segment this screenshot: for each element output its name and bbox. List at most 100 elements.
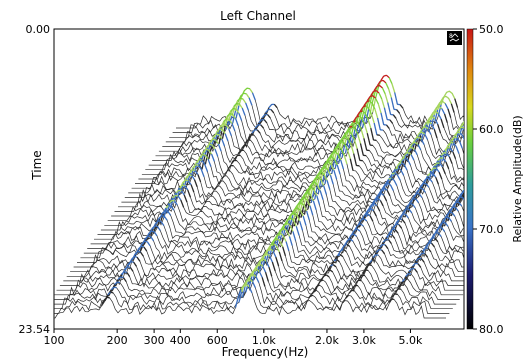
x-tick-label: 2.0k (315, 334, 339, 347)
spectrum-peak-segment (515, 110, 518, 113)
spectrum-peak-segment (355, 120, 359, 125)
spectrum-peak-segment (347, 138, 352, 145)
spectrum-peak-segment (326, 269, 331, 272)
spectrum-peak-segment (356, 111, 361, 117)
spectrum-peak-segment (260, 124, 264, 129)
spectrum-peak-segment (340, 245, 345, 251)
spectrum-peak-segment (385, 124, 390, 129)
spectrum-peak-segment (275, 235, 280, 247)
spectrum-peak-segment (411, 203, 416, 209)
spectrum-peak-segment (340, 248, 344, 252)
spectrum-peak-segment (362, 269, 366, 274)
spectrum-peak-segment (327, 158, 332, 170)
spectrum-peak-segment (208, 149, 213, 155)
spectrum-peak-segment (143, 246, 148, 252)
spectrum-peak-segment (378, 192, 382, 196)
spectrum-peak-segment (484, 156, 487, 159)
spectrum-peak-segment (325, 161, 329, 164)
spectrum-peak-segment (233, 107, 237, 110)
spectrum-peak-segment (365, 108, 370, 123)
spectrum-peak-segment (482, 175, 485, 182)
spectrum-peak-segment (265, 250, 270, 262)
spectrum-peak-segment (303, 200, 308, 215)
spectrum-peak-segment (437, 113, 442, 120)
spectrum-peak-segment (439, 162, 444, 168)
spectrum-peak-segment (417, 263, 422, 268)
spectrum-peak-segment (499, 150, 502, 157)
spectrum-peak-segment (446, 90, 450, 93)
spectrum-peak-segment (127, 266, 131, 269)
spectrum-peak-segment (298, 198, 303, 204)
spectrum-peak-segment (409, 143, 414, 149)
spectrum-peak-segment (316, 284, 320, 287)
spectrum-peak-segment (388, 173, 393, 179)
spectrum-peak-segment (369, 215, 374, 222)
spectrum-peak-segment (393, 179, 398, 186)
spectrum-peak-segment (131, 256, 135, 260)
spectrum-peak-segment (320, 275, 325, 281)
mode-toggle-button[interactable]: 8 (447, 31, 462, 45)
spectrum-peak-segment (384, 244, 389, 249)
spectrum-peak-segment (520, 104, 523, 114)
spectrum-peak-segment (498, 136, 501, 139)
spectrum-peak-segment (276, 238, 281, 242)
spectrum-peak-segment (425, 183, 430, 188)
spectrum-peak-segment (415, 257, 420, 262)
spectrum-peak-segment (192, 169, 196, 172)
spectrum-peak-segment (233, 102, 238, 107)
spectrum-peak-segment (180, 190, 185, 196)
spectrum-peak-segment (320, 279, 324, 282)
spectrum-peak-segment (389, 119, 394, 124)
spectrum-peak-segment (324, 169, 329, 184)
spectrum-peak-segment (416, 187, 421, 192)
spectrum-peak-segment (101, 299, 105, 307)
spectrum-peak-segment (371, 92, 376, 104)
spectrum-peak-segment (452, 142, 457, 147)
spectrum-peak-segment (278, 228, 282, 234)
spectrum-peak-segment (455, 146, 460, 154)
y-axis: 0.00 23.54 (19, 23, 51, 336)
spectrum-peak-segment (373, 202, 378, 207)
spectrum-peak-segment (279, 240, 284, 248)
spectrum-peak-segment (164, 209, 168, 212)
spectrum-peak-segment (391, 83, 396, 93)
spectrum-peak-segment (486, 162, 489, 166)
spectrum-peak-segment (480, 111, 483, 118)
spectrum-peak-segment (284, 222, 288, 225)
spectrum-peak-segment (288, 213, 293, 219)
spectrum-peak-segment (223, 118, 228, 122)
spectrum-peak-segment (282, 235, 287, 242)
spectrum-peak-segment (190, 184, 195, 193)
spectrum-peak-segment (148, 230, 152, 235)
spectrum-peak-segment (139, 251, 144, 257)
spectrum-peak-segment (444, 103, 449, 110)
spectrum-peak-segment (371, 202, 375, 206)
spectrum-peak-segment (397, 167, 402, 171)
spectrum-peak-segment (370, 113, 375, 124)
spectrum-peak-segment (231, 123, 236, 131)
spectrum-peak-segment (329, 269, 333, 273)
spectrum-peak-segment (273, 103, 278, 109)
spectrum-peak-segment (499, 135, 502, 145)
spectrum-peak-segment (354, 128, 359, 135)
spectrum-peak-segment (343, 243, 348, 247)
spectrum-peak-segment (414, 268, 418, 273)
spectrum-peak-segment (380, 192, 385, 196)
spectrum-peak-segment (227, 128, 233, 137)
spectrum-peak-segment (431, 116, 436, 120)
spectrum-peak-segment (495, 139, 498, 145)
spectrum-peak-segment (260, 254, 265, 260)
spectrum-peak-segment (341, 141, 346, 145)
spectrum-peak-segment (445, 95, 450, 99)
spectrum-peak-segment (320, 169, 325, 181)
spectrum-peak-segment (484, 106, 487, 113)
spectrum-peak-segment (403, 208, 407, 213)
spectrum-peak-segment (373, 85, 378, 91)
spectrum-peak-segment (196, 159, 200, 163)
spectrum-peak-segment (256, 129, 261, 134)
spectrum-peak-segment (315, 176, 319, 179)
spectrum-peak-segment (335, 146, 339, 149)
spectrum-peak-segment (389, 228, 394, 233)
spectrum-peak-segment (332, 147, 337, 153)
spectrum-peak-segment (216, 128, 221, 132)
